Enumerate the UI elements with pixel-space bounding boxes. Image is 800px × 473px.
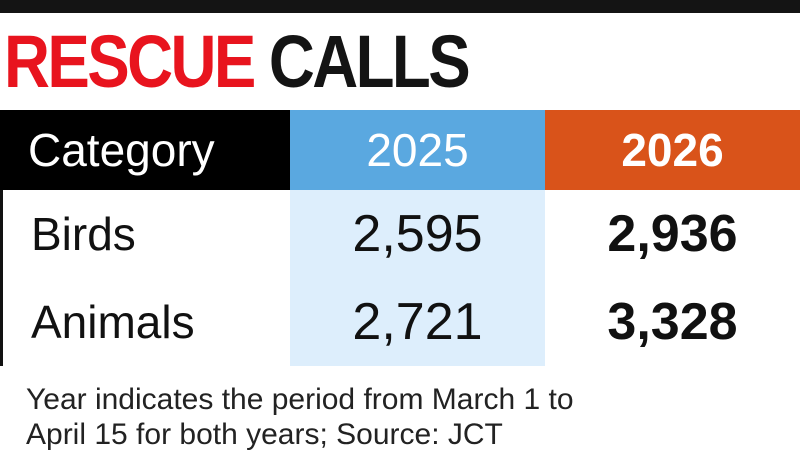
row-category: Animals <box>0 278 290 366</box>
row-value-2026: 3,328 <box>607 293 738 351</box>
title-calls: CALLS <box>268 20 471 103</box>
data-table: Category 2025 2026 Birds 2,595 2,936 Ani… <box>0 110 800 366</box>
header-2025: 2025 <box>290 110 545 190</box>
chart-title: RESCUE CALLS <box>4 20 471 103</box>
top-bar <box>0 0 800 13</box>
table-row: Animals 2,721 3,328 <box>0 278 800 366</box>
table-row: Birds 2,595 2,936 <box>0 190 800 278</box>
header-2026: 2026 <box>545 110 800 190</box>
footnote: Year indicates the period from March 1 t… <box>26 382 574 452</box>
row-value-2026: 2,936 <box>607 205 738 263</box>
header-row: Category 2025 2026 <box>0 110 800 190</box>
footnote-line: April 15 for both years; Source: JCT <box>26 418 503 451</box>
title-rescue: RESCUE <box>4 20 256 103</box>
row-category: Birds <box>0 190 290 278</box>
footnote-line: Year indicates the period from March 1 t… <box>26 383 574 416</box>
row-value-2025: 2,595 <box>290 190 545 278</box>
header-category: Category <box>0 110 290 190</box>
row-value-2025: 2,721 <box>290 278 545 366</box>
